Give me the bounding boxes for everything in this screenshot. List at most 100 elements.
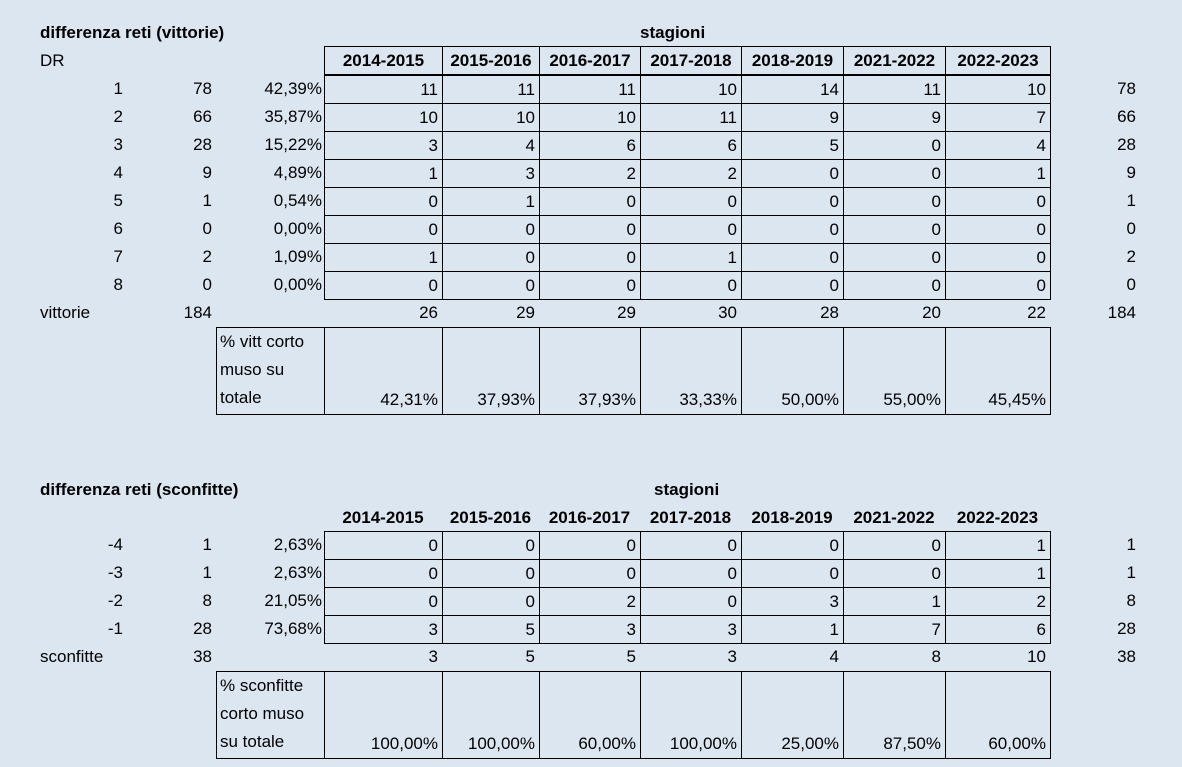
season-value-cell: 10 <box>442 103 540 132</box>
match-count: 28 <box>193 135 212 154</box>
season-header-cell: 2015-2016 <box>442 46 540 75</box>
season-value-cell: 0 <box>843 243 946 272</box>
row-total: 1 <box>1126 535 1136 554</box>
losses-pct-label: % sconfitte corto muso su totale <box>216 671 325 759</box>
season-value-cell: 0 <box>324 271 443 300</box>
season-value-cell: 0 <box>539 271 641 300</box>
wins-title: differenza reti (vittorie) <box>40 23 225 42</box>
season-value-cell: 0 <box>741 531 844 560</box>
season-value-cell: 0 <box>945 215 1051 244</box>
row-total: 1 <box>1126 563 1136 582</box>
wins-pct-cell: 33,33% <box>640 327 742 415</box>
losses-pct-cell: 25,00% <box>741 671 844 759</box>
dr-value: -1 <box>107 619 123 638</box>
season-value-cell: 2 <box>539 159 641 188</box>
season-sum-value: 29 <box>617 303 636 322</box>
season-sum-value: 4 <box>829 647 839 666</box>
season-header-cell: 2016-2017 <box>548 508 631 527</box>
season-value-cell: 10 <box>945 75 1051 104</box>
season-header-cell: 2018-2019 <box>741 46 844 75</box>
wins-dr-label: DR <box>40 51 65 70</box>
match-percentage: 35,87% <box>264 107 322 126</box>
season-value-cell: 11 <box>539 75 641 104</box>
losses-pct-cell: 87,50% <box>843 671 946 759</box>
match-percentage: 0,54% <box>273 191 322 210</box>
season-value-cell: 6 <box>945 615 1051 644</box>
wins-pct-cell: 42,31% <box>324 327 443 415</box>
season-value-cell: 0 <box>539 187 641 216</box>
season-value-cell: 0 <box>442 587 540 616</box>
season-value-cell: 2 <box>945 587 1051 616</box>
season-value-cell: 2 <box>539 587 641 616</box>
losses-pct-cell: 60,00% <box>945 671 1051 759</box>
dr-value: 7 <box>113 247 123 266</box>
season-header-cell: 2014-2015 <box>342 508 424 527</box>
row-total: 8 <box>1126 591 1136 610</box>
match-percentage: 15,22% <box>264 135 322 154</box>
season-sum-value: 22 <box>1027 303 1046 322</box>
season-sum-value: 5 <box>525 647 535 666</box>
dr-value: 5 <box>113 191 123 210</box>
season-value-cell: 4 <box>442 131 540 160</box>
season-sum-value: 8 <box>931 647 941 666</box>
season-value-cell: 11 <box>324 75 443 104</box>
losses-pct-cell: 100,00% <box>442 671 540 759</box>
dr-value: 2 <box>113 107 123 126</box>
season-value-cell: 0 <box>640 559 742 588</box>
match-percentage: 1,09% <box>273 247 322 266</box>
season-value-cell: 0 <box>539 531 641 560</box>
match-count: 9 <box>202 163 212 182</box>
season-value-cell: 0 <box>442 559 540 588</box>
match-percentage: 2,63% <box>273 535 322 554</box>
season-header-cell: 2017-2018 <box>640 46 742 75</box>
season-sum-value: 26 <box>419 303 438 322</box>
season-header-cell: 2018-2019 <box>751 508 833 527</box>
wins-values-table: 11 11 11 10 14 11 10 10 10 10 11 9 9 7 3 4 6 6 5 0 4 1 3 2 2 0 0 1 0… <box>324 75 1051 300</box>
season-value-cell: 3 <box>539 615 641 644</box>
season-value-cell: 5 <box>741 131 844 160</box>
season-value-cell: 0 <box>945 271 1051 300</box>
losses-sum-count: 38 <box>193 647 212 666</box>
season-value-cell: 0 <box>640 531 742 560</box>
season-value-cell: 1 <box>843 587 946 616</box>
season-value-cell: 0 <box>945 187 1051 216</box>
row-total: 78 <box>1117 79 1136 98</box>
losses-sum-total: 38 <box>1117 647 1136 666</box>
season-value-cell: 0 <box>539 243 641 272</box>
match-percentage: 2,63% <box>273 563 322 582</box>
season-header-cell: 2016-2017 <box>539 46 641 75</box>
season-value-cell: 9 <box>741 103 844 132</box>
season-value-cell: 0 <box>843 187 946 216</box>
table-row: 11 11 11 10 14 11 10 <box>324 75 1051 104</box>
row-total: 28 <box>1117 619 1136 638</box>
season-sum-value: 3 <box>428 647 438 666</box>
season-sum-value: 10 <box>1027 647 1046 666</box>
season-value-cell: 0 <box>442 243 540 272</box>
match-count: 1 <box>202 535 212 554</box>
season-value-cell: 1 <box>945 531 1051 560</box>
season-header-cell: 2014-2015 <box>324 46 443 75</box>
season-value-cell: 4 <box>945 131 1051 160</box>
season-header-cell: 2022-2023 <box>945 46 1051 75</box>
wins-sum-total: 184 <box>1107 303 1136 322</box>
row-total: 0 <box>1126 275 1136 294</box>
season-value-cell: 0 <box>324 531 443 560</box>
dr-value: 8 <box>113 275 123 294</box>
dr-value: 3 <box>113 135 123 154</box>
season-value-cell: 1 <box>640 243 742 272</box>
match-percentage: 0,00% <box>273 275 322 294</box>
wins-pct-cell: 50,00% <box>741 327 844 415</box>
season-value-cell: 0 <box>945 243 1051 272</box>
season-value-cell: 0 <box>640 215 742 244</box>
season-value-cell: 0 <box>640 587 742 616</box>
season-sum-value: 29 <box>516 303 535 322</box>
season-value-cell: 0 <box>741 215 844 244</box>
match-count: 1 <box>202 191 212 210</box>
row-total: 9 <box>1126 163 1136 182</box>
losses-pct-table: % sconfitte corto muso su totale 100,00%… <box>216 671 1051 759</box>
match-percentage: 4,89% <box>273 163 322 182</box>
